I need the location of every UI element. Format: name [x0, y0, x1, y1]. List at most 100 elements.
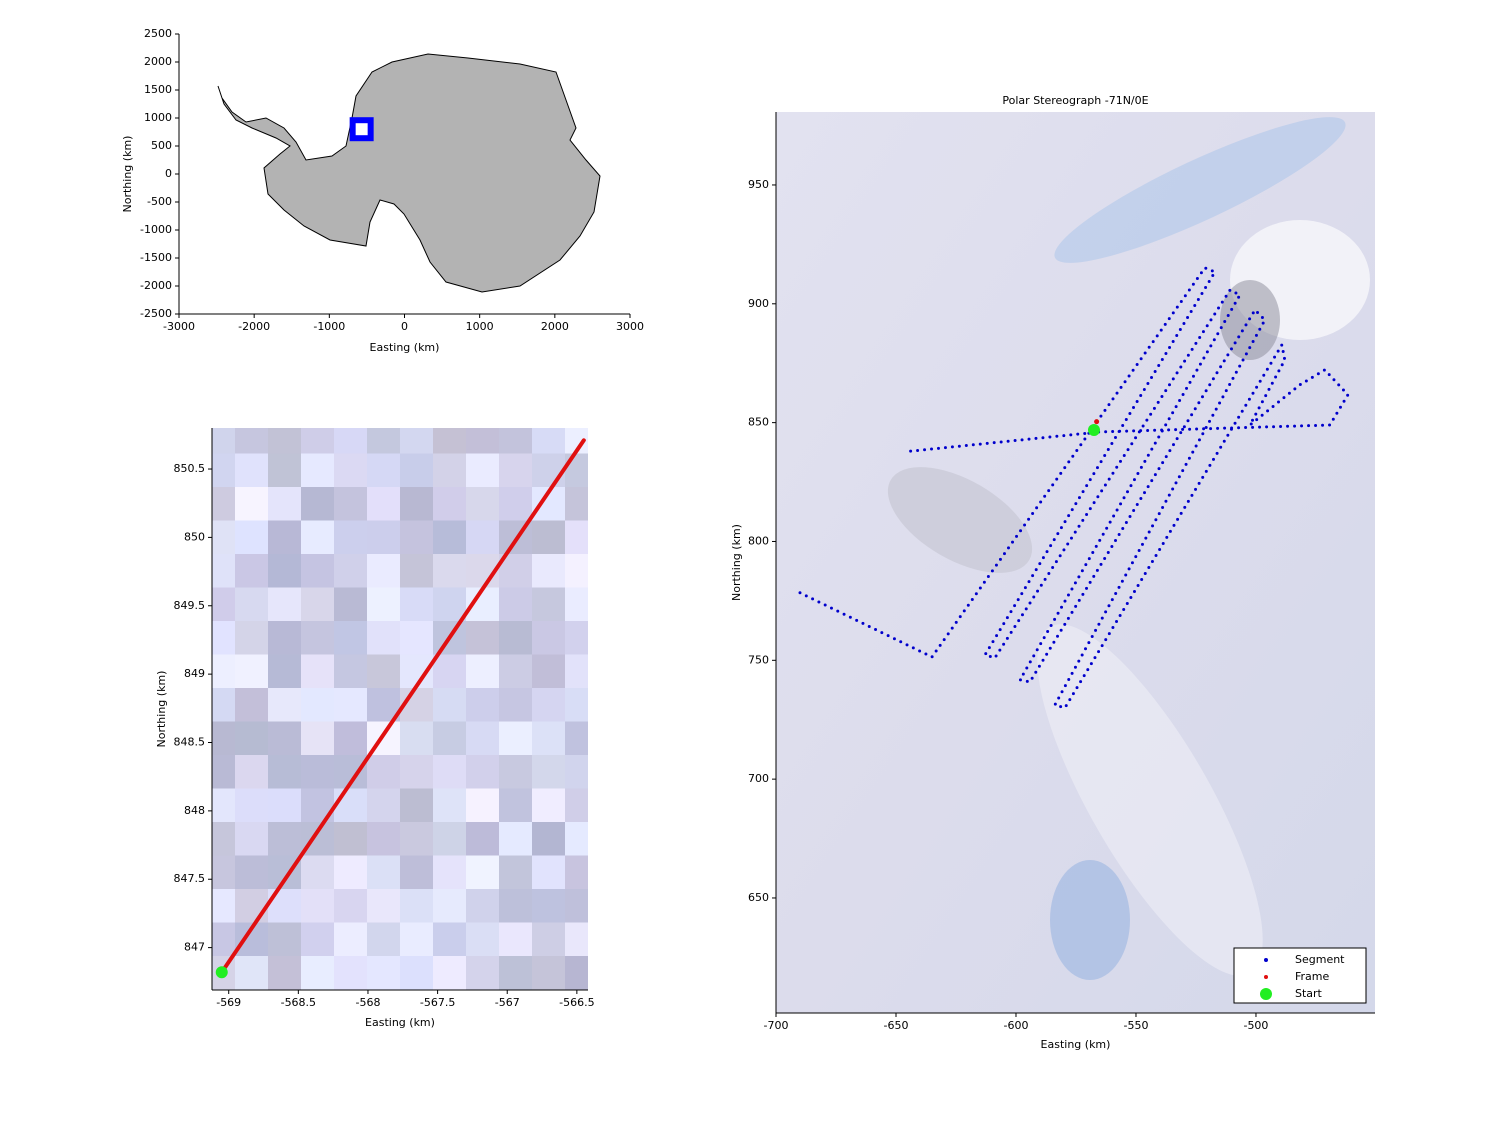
pixel	[367, 428, 401, 454]
pixel	[334, 453, 368, 488]
pixel	[565, 587, 588, 622]
y-tick-label: 1500	[144, 83, 172, 96]
pixel	[268, 453, 302, 488]
pixel	[466, 956, 500, 990]
pixel	[433, 688, 467, 722]
pixel	[367, 922, 401, 957]
pixel	[212, 788, 236, 823]
pixel	[268, 922, 302, 957]
pixel	[268, 621, 302, 655]
pixel	[433, 788, 467, 823]
x-tick-label: 1000	[466, 320, 494, 333]
plot-area	[349, 117, 374, 142]
x-tick-label: -650	[884, 1019, 909, 1032]
pixel	[532, 721, 566, 756]
pixel	[499, 587, 533, 622]
x-axis-label: Easting (km)	[1041, 1038, 1111, 1051]
pixel	[301, 889, 335, 923]
pixel	[400, 922, 434, 957]
pixel	[367, 788, 401, 823]
pixel	[532, 587, 566, 622]
pixel	[367, 621, 401, 655]
pixel	[301, 922, 335, 957]
pixel	[565, 520, 588, 555]
pixel	[235, 788, 269, 823]
pixel	[565, 721, 588, 756]
y-tick-label: -2000	[140, 279, 172, 292]
pixel	[212, 755, 236, 789]
y-tick-label: 0	[165, 167, 172, 180]
continent	[217, 53, 601, 293]
pixel	[499, 855, 533, 890]
pixel	[433, 487, 467, 521]
pixel	[499, 487, 533, 521]
pixel	[212, 621, 236, 655]
legend-marker	[1260, 988, 1272, 1000]
pixel	[334, 855, 368, 890]
pixel	[334, 788, 368, 823]
y-tick-label: -500	[147, 195, 172, 208]
pixel	[212, 587, 236, 622]
pixel	[212, 822, 236, 856]
pixel	[400, 855, 434, 890]
pixel	[367, 889, 401, 923]
y-tick-label: 500	[151, 139, 172, 152]
pixel	[565, 487, 588, 521]
pixel	[367, 654, 401, 689]
pixel	[532, 788, 566, 823]
y-tick-label: 800	[748, 534, 769, 547]
pixel	[433, 822, 467, 856]
pixel	[400, 956, 434, 990]
pixel	[235, 654, 269, 689]
pixel	[367, 587, 401, 622]
pixel	[301, 428, 335, 454]
pixel	[532, 688, 566, 722]
y-axis-label: Northing (km)	[730, 524, 743, 601]
pixel	[400, 487, 434, 521]
pixel	[301, 554, 335, 588]
pixel	[268, 755, 302, 789]
pixel	[367, 855, 401, 890]
y-tick-label: 849.5	[174, 599, 206, 612]
pixel	[235, 554, 269, 588]
pixel	[334, 554, 368, 588]
y-tick-label: 2500	[144, 27, 172, 40]
x-tick-label: -568.5	[281, 996, 316, 1009]
pixel	[565, 822, 588, 856]
pixel	[499, 755, 533, 789]
pixel	[301, 688, 335, 722]
pixel	[433, 922, 467, 957]
y-tick-label: 2000	[144, 55, 172, 68]
location-box	[349, 117, 374, 142]
pixel	[532, 520, 566, 555]
pixel	[235, 855, 269, 890]
pixel	[400, 621, 434, 655]
pixel	[235, 587, 269, 622]
pixel	[565, 621, 588, 655]
x-axis-label: Easting (km)	[365, 1016, 435, 1029]
pixel	[301, 487, 335, 521]
pixel	[212, 688, 236, 722]
x-tick-label: -550	[1123, 1019, 1148, 1032]
pixel	[466, 889, 500, 923]
pixel	[334, 688, 368, 722]
pixel	[532, 554, 566, 588]
x-tick-label: -2000	[238, 320, 270, 333]
x-tick-label: -500	[1243, 1019, 1268, 1032]
pixel	[532, 621, 566, 655]
pixel	[212, 654, 236, 689]
pixel	[565, 889, 588, 923]
pixel-image	[212, 428, 588, 990]
pixel	[235, 428, 269, 454]
pixel	[499, 621, 533, 655]
pixel	[433, 453, 467, 488]
y-tick-label: 848	[184, 804, 205, 817]
pixel	[400, 520, 434, 555]
pixel	[466, 654, 500, 689]
pixel	[565, 554, 588, 588]
pixel	[499, 889, 533, 923]
pixel	[334, 587, 368, 622]
pixel	[400, 721, 434, 756]
legend-label: Frame	[1295, 970, 1330, 983]
